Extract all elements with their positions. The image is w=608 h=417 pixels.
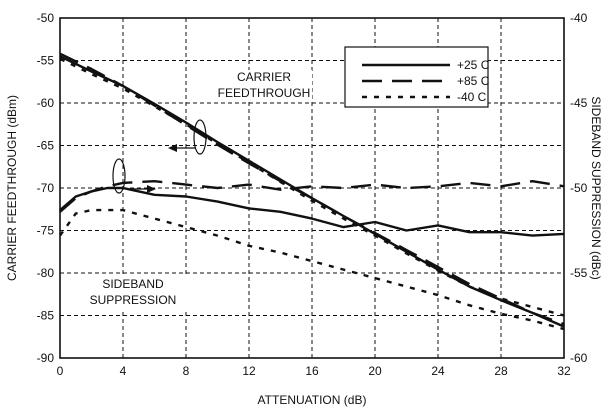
y-tick-label-left: -70 xyxy=(37,181,55,195)
x-tick-label: 8 xyxy=(183,364,190,378)
carrier-annotation-line2: FEEDTHROUGH xyxy=(218,86,311,100)
y-tick-label-left: -55 xyxy=(37,54,55,68)
legend-label-85c: +85 C xyxy=(457,74,490,88)
y-axis-label-right: SIDEBAND SUPPRESSION (dBc) xyxy=(589,96,603,279)
tick-labels: 0 4 8 12 16 20 24 28 32 -50 -55 -60 -65 -70 -75 -80 -85 -… xyxy=(37,11,588,378)
x-tick-label: 24 xyxy=(431,364,445,378)
x-tick-label: 12 xyxy=(242,364,256,378)
y-tick-label-right: -60 xyxy=(570,351,588,365)
y-tick-label-right: -40 xyxy=(570,11,588,25)
y-tick-label-left: -75 xyxy=(37,224,55,238)
x-tick-label: 20 xyxy=(368,364,382,378)
y-tick-label-left: -50 xyxy=(37,11,55,25)
carrier-annotation-line1: CARRIER xyxy=(237,70,291,84)
sideband-label-background xyxy=(70,276,194,310)
y-tick-label-right: -45 xyxy=(570,96,588,110)
carrier-arrow-head xyxy=(168,144,177,152)
sideband-suppression-series-minus-40c xyxy=(59,208,565,331)
carrier-feedthrough-series-plusminus-85c xyxy=(59,52,565,326)
sideband-arrow-head xyxy=(147,185,156,193)
series-layer xyxy=(59,52,565,331)
plot-border xyxy=(59,17,565,359)
x-tick-label: 4 xyxy=(120,364,127,378)
carrier-label-background xyxy=(218,70,312,102)
annotations: CARRIER FEEDTHROUGH SIDEBAND SUPPRESSION xyxy=(70,70,312,310)
y-tick-label-left: -60 xyxy=(37,96,55,110)
carrier-group-ellipse xyxy=(193,119,207,155)
sideband-group-ellipse xyxy=(112,158,126,194)
legend-label-25c: +25 C xyxy=(457,58,490,72)
y-tick-label-left: -90 xyxy=(37,351,55,365)
x-tick-label: 28 xyxy=(494,364,508,378)
x-tick-label: 32 xyxy=(557,364,571,378)
legend: +25 C +85 C -40 C xyxy=(344,46,490,108)
sideband-annotation-line2: SUPPRESSION xyxy=(90,293,177,307)
sideband-annotation-line1: SIDEBAND xyxy=(102,277,164,291)
carrier-feedthrough-series-minus-40c xyxy=(59,57,565,317)
y-tick-label-right: -55 xyxy=(570,266,588,280)
y-axis-label-left: CARRIER FEEDTHROUGH (dBm) xyxy=(5,95,19,281)
y-tick-label-left: -65 xyxy=(37,139,55,153)
plot-frame xyxy=(59,17,565,359)
y-tick-label-left: -85 xyxy=(37,309,55,323)
legend-label-minus40c: -40 C xyxy=(457,90,487,104)
legend-box xyxy=(344,46,489,108)
sideband-suppression-series-plusminus-25c xyxy=(59,186,565,237)
sideband-suppression-series-plusminus-85c xyxy=(59,179,565,213)
y-tick-label-right: -50 xyxy=(570,181,588,195)
x-tick-label: 0 xyxy=(57,364,64,378)
x-axis-label: ATTENUATION (dB) xyxy=(258,393,367,407)
x-tick-label: 16 xyxy=(305,364,319,378)
y-tick-label-left: -80 xyxy=(37,266,55,280)
